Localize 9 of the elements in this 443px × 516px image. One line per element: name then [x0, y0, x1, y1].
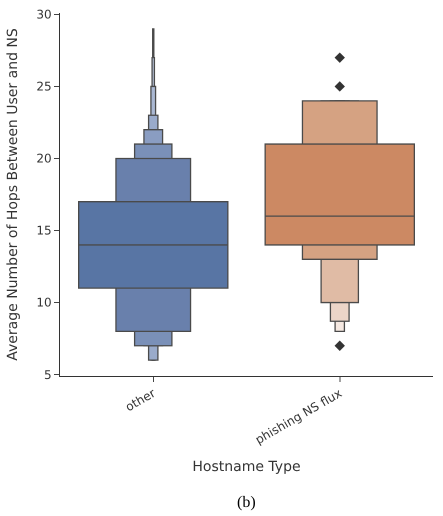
x-axis-title: Hostname Type	[192, 459, 301, 476]
y-tick-label: 5	[44, 368, 52, 382]
y-tick-label: 10	[36, 296, 52, 310]
y-tick-label: 15	[36, 224, 52, 238]
y-tick-label: 20	[36, 152, 52, 166]
text: (b)	[237, 494, 256, 511]
y-tick-label: 25	[36, 80, 52, 94]
y-tick-label: 30	[36, 8, 52, 22]
y-axis-title: Average Number of Hops Between User and NS	[4, 28, 21, 361]
